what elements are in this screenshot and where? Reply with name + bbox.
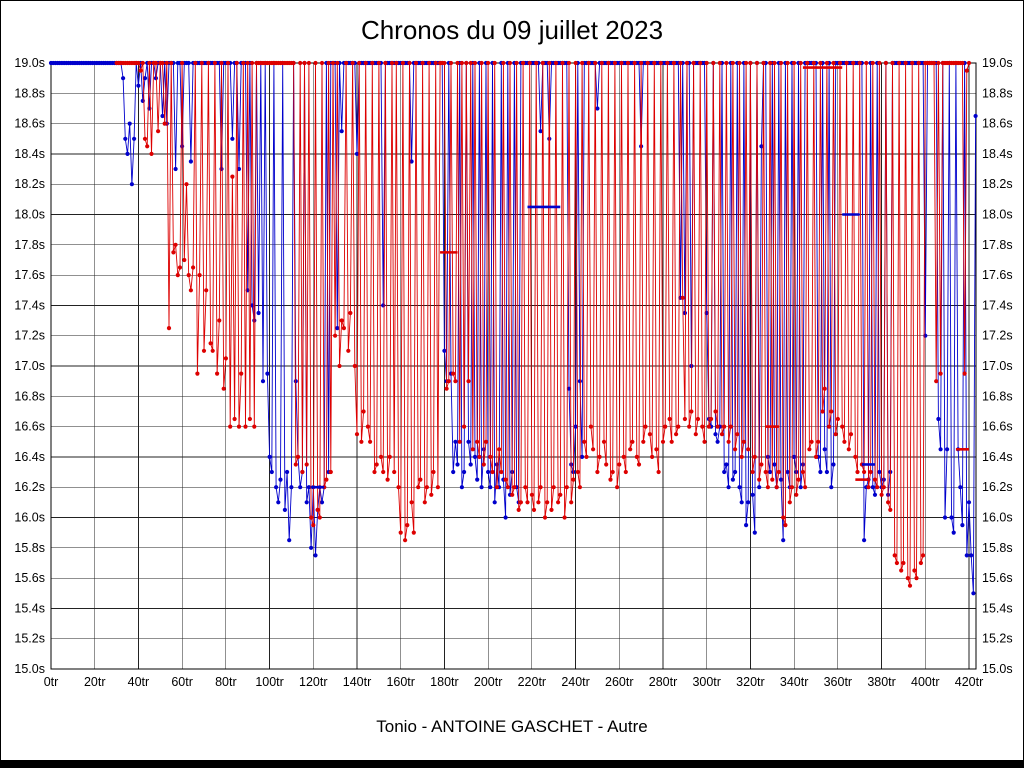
svg-text:220tr: 220tr [518, 675, 547, 689]
svg-text:300tr: 300tr [692, 675, 721, 689]
svg-text:18.4s: 18.4s [14, 147, 45, 161]
svg-text:160tr: 160tr [386, 675, 415, 689]
svg-text:17.2s: 17.2s [14, 329, 45, 343]
svg-text:360tr: 360tr [824, 675, 853, 689]
svg-text:17.0s: 17.0s [14, 359, 45, 373]
svg-text:0tr: 0tr [44, 675, 59, 689]
svg-text:280tr: 280tr [649, 675, 678, 689]
chart-caption: Tonio - ANTOINE GASCHET - Autre [376, 717, 648, 736]
svg-text:17.4s: 17.4s [14, 298, 45, 312]
svg-text:120tr: 120tr [299, 675, 328, 689]
svg-text:420tr: 420tr [955, 675, 984, 689]
svg-text:400tr: 400tr [911, 675, 940, 689]
y-axis-labels-right: 19.0s 18.8s 18.6s 18.4s 18.2s 18.0s 17.8s 17.6s… [982, 56, 1013, 676]
svg-text:15.6s: 15.6s [982, 571, 1013, 585]
svg-text:19.0s: 19.0s [982, 56, 1013, 70]
svg-text:18.0s: 18.0s [14, 208, 45, 222]
svg-text:380tr: 380tr [867, 675, 896, 689]
svg-text:20tr: 20tr [84, 675, 106, 689]
svg-text:18.2s: 18.2s [982, 177, 1013, 191]
svg-text:18.6s: 18.6s [14, 117, 45, 131]
svg-text:17.6s: 17.6s [982, 268, 1013, 282]
svg-text:15.4s: 15.4s [982, 601, 1013, 615]
svg-text:40tr: 40tr [128, 675, 150, 689]
svg-text:80tr: 80tr [215, 675, 237, 689]
svg-text:18.6s: 18.6s [982, 117, 1013, 131]
chart-title: Chronos du 09 juillet 2023 [360, 15, 664, 45]
svg-text:16.0s: 16.0s [982, 511, 1013, 525]
svg-text:260tr: 260tr [605, 675, 634, 689]
svg-text:200tr: 200tr [474, 675, 503, 689]
svg-text:17.8s: 17.8s [14, 238, 45, 252]
svg-text:18.8s: 18.8s [982, 86, 1013, 100]
svg-text:340tr: 340tr [780, 675, 809, 689]
svg-text:16.4s: 16.4s [982, 450, 1013, 464]
svg-text:16.6s: 16.6s [982, 420, 1013, 434]
svg-text:17.2s: 17.2s [982, 329, 1013, 343]
svg-text:16.4s: 16.4s [14, 450, 45, 464]
svg-text:16.2s: 16.2s [14, 480, 45, 494]
svg-text:15.6s: 15.6s [14, 571, 45, 585]
svg-text:15.0s: 15.0s [982, 662, 1013, 676]
average-dashes [311, 66, 969, 489]
svg-text:100tr: 100tr [255, 675, 284, 689]
svg-text:15.2s: 15.2s [982, 632, 1013, 646]
svg-text:18.4s: 18.4s [982, 147, 1013, 161]
svg-text:15.4s: 15.4s [14, 601, 45, 615]
series-serie-rouge [114, 60, 972, 588]
svg-text:180tr: 180tr [430, 675, 459, 689]
svg-text:19.0s: 19.0s [14, 56, 45, 70]
svg-text:18.2s: 18.2s [14, 177, 45, 191]
x-axis-labels: 0tr 20tr 40tr 60tr 80tr 100tr 120tr 140tr 160tr 1… [44, 675, 984, 689]
grid-lines [50, 62, 976, 670]
svg-text:320tr: 320tr [736, 675, 765, 689]
svg-text:60tr: 60tr [171, 675, 193, 689]
svg-text:17.0s: 17.0s [982, 359, 1013, 373]
svg-text:140tr: 140tr [343, 675, 372, 689]
svg-text:16.2s: 16.2s [982, 480, 1013, 494]
svg-text:18.8s: 18.8s [14, 86, 45, 100]
svg-text:15.0s: 15.0s [14, 662, 45, 676]
svg-text:18.0s: 18.0s [982, 208, 1013, 222]
svg-text:17.6s: 17.6s [14, 268, 45, 282]
bottom-bar [1, 760, 1023, 767]
svg-text:15.2s: 15.2s [14, 632, 45, 646]
svg-text:16.0s: 16.0s [14, 511, 45, 525]
svg-text:15.8s: 15.8s [14, 541, 45, 555]
y-axis-labels-left: 19.0s 18.8s 18.6s 18.4s 18.2s 18.0s 17.8s 17.6s… [14, 56, 45, 676]
svg-text:16.8s: 16.8s [14, 389, 45, 403]
svg-text:16.8s: 16.8s [982, 389, 1013, 403]
svg-text:15.8s: 15.8s [982, 541, 1013, 555]
svg-text:17.8s: 17.8s [982, 238, 1013, 252]
svg-text:240tr: 240tr [561, 675, 590, 689]
svg-text:16.6s: 16.6s [14, 420, 45, 434]
svg-text:17.4s: 17.4s [982, 298, 1013, 312]
